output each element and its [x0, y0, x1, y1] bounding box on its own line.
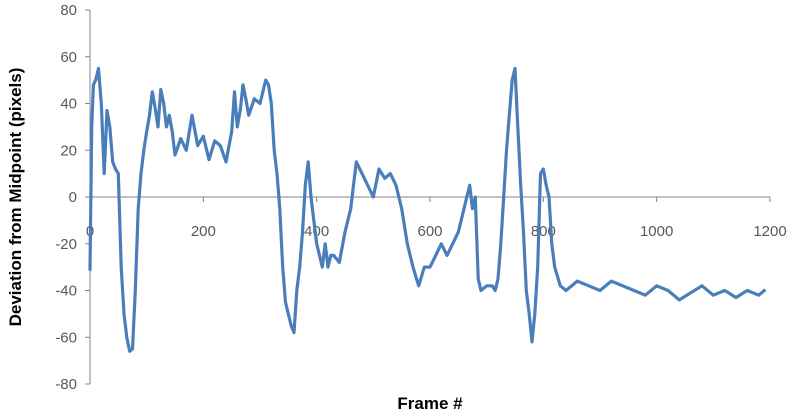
y-tick-label: -40	[55, 283, 77, 300]
x-axis-title: Frame #	[397, 394, 463, 412]
y-tick-label: -60	[55, 329, 77, 346]
y-tick-label: 20	[60, 142, 77, 159]
x-tick-label: 600	[417, 223, 442, 240]
y-tick-label: 80	[60, 2, 77, 19]
x-tick-label: 1200	[753, 223, 786, 240]
y-tick-label: 60	[60, 49, 77, 66]
y-axis-tick-labels: -80 -60 -40 -20 0 20 40 60 80	[55, 2, 77, 393]
y-axis-title: Deviation from Midpoint (pixels)	[6, 68, 25, 327]
y-tick-label: -20	[55, 236, 77, 253]
x-tick-label: 1000	[640, 223, 673, 240]
x-tick-label: 200	[191, 223, 216, 240]
axis-tick-marks	[85, 9, 771, 385]
y-tick-label: 40	[60, 96, 77, 113]
x-axis-tick-labels: 0 200 400 600 800 1000 1200	[86, 223, 787, 240]
y-tick-label: 0	[69, 189, 77, 206]
y-tick-label: -80	[55, 376, 77, 393]
series-line	[88, 66, 766, 353]
